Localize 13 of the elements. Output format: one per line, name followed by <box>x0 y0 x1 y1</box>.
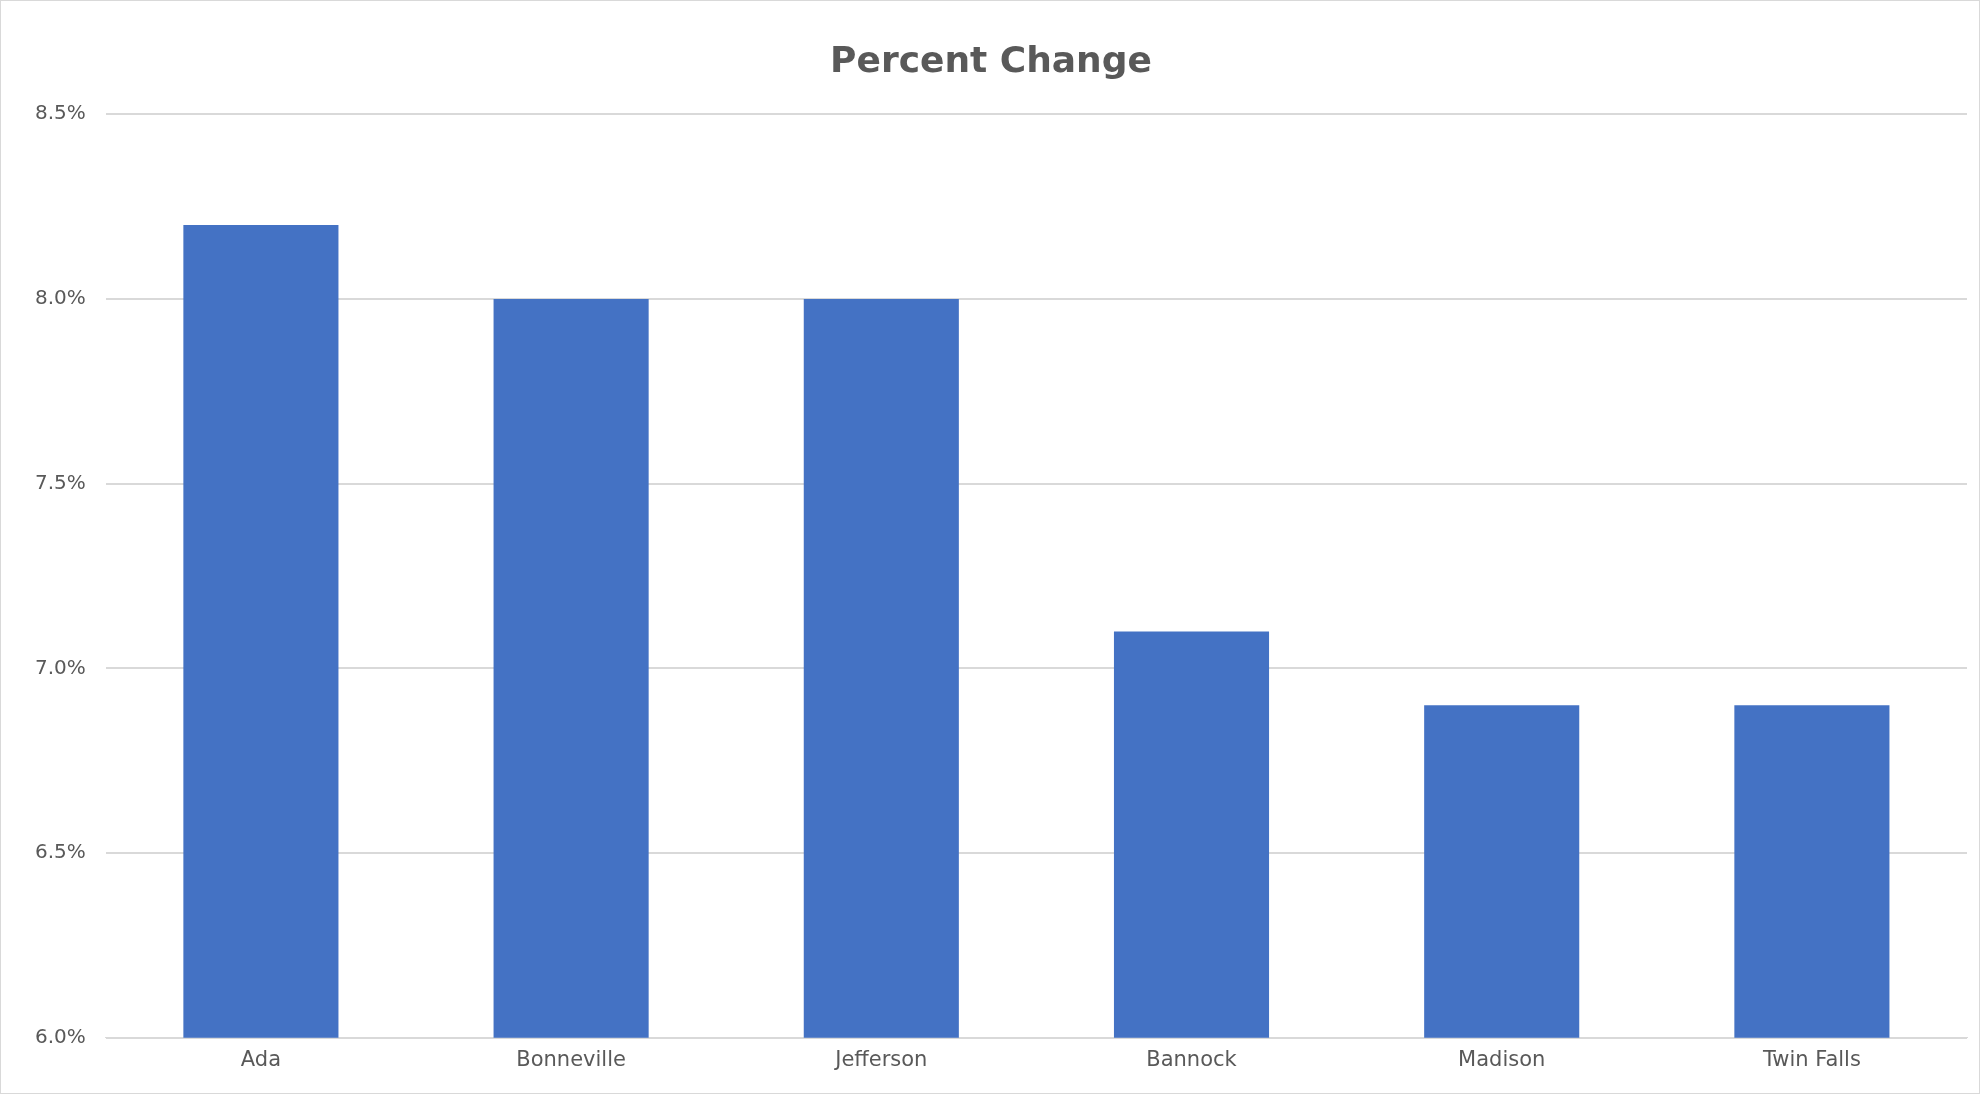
chart-title: Percent Change <box>830 38 1152 80</box>
y-tick-label: 8.5% <box>35 100 86 125</box>
x-tick-label: Madison <box>1458 1046 1546 1071</box>
y-tick-label: 7.0% <box>35 654 86 679</box>
x-tick-label: Bonneville <box>516 1046 626 1071</box>
y-tick-label: 8.0% <box>35 285 86 310</box>
x-tick-label: Ada <box>240 1046 282 1071</box>
x-tick-label: Jefferson <box>833 1046 928 1071</box>
y-tick-label: 6.0% <box>35 1024 86 1048</box>
y-tick-label: 6.5% <box>35 839 86 864</box>
x-tick-label: Bannock <box>1146 1046 1238 1071</box>
y-tick-label: 7.5% <box>35 469 86 494</box>
x-tick-label: Twin Falls <box>1761 1046 1861 1071</box>
